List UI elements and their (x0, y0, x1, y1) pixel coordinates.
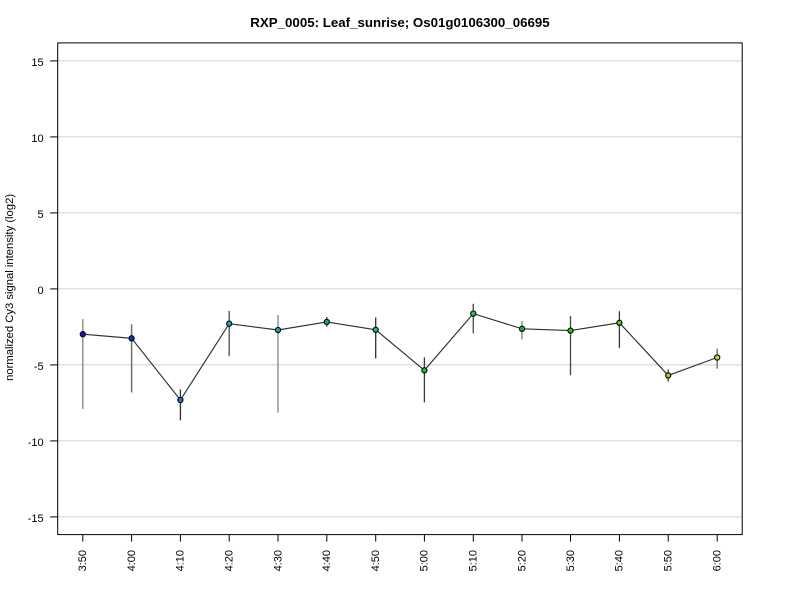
svg-text:normalized Cy3 signal intensit: normalized Cy3 signal intensity (log2) (4, 194, 16, 381)
svg-text:RXP_0005: Leaf_sunrise; Os01g0: RXP_0005: Leaf_sunrise; Os01g0106300_066… (250, 15, 550, 30)
svg-text:10: 10 (31, 133, 43, 145)
svg-text:3:50: 3:50 (77, 550, 89, 571)
svg-text:4:10: 4:10 (175, 550, 187, 571)
svg-text:-15: -15 (28, 513, 44, 525)
svg-text:5: 5 (37, 209, 43, 221)
svg-text:15: 15 (31, 57, 43, 69)
svg-text:4:40: 4:40 (321, 550, 333, 571)
svg-text:5:40: 5:40 (614, 550, 626, 571)
svg-text:4:50: 4:50 (370, 550, 382, 571)
svg-text:5:50: 5:50 (663, 550, 675, 571)
svg-text:5:00: 5:00 (419, 550, 431, 571)
svg-text:-10: -10 (28, 437, 44, 449)
svg-text:-5: -5 (34, 361, 44, 373)
svg-text:4:00: 4:00 (126, 550, 138, 571)
svg-text:5:10: 5:10 (468, 550, 480, 571)
svg-text:0: 0 (37, 285, 43, 297)
svg-text:4:20: 4:20 (224, 550, 236, 571)
svg-text:6:00: 6:00 (712, 550, 724, 571)
svg-text:5:20: 5:20 (516, 550, 528, 571)
svg-text:4:30: 4:30 (272, 550, 284, 571)
svg-text:5:30: 5:30 (565, 550, 577, 571)
